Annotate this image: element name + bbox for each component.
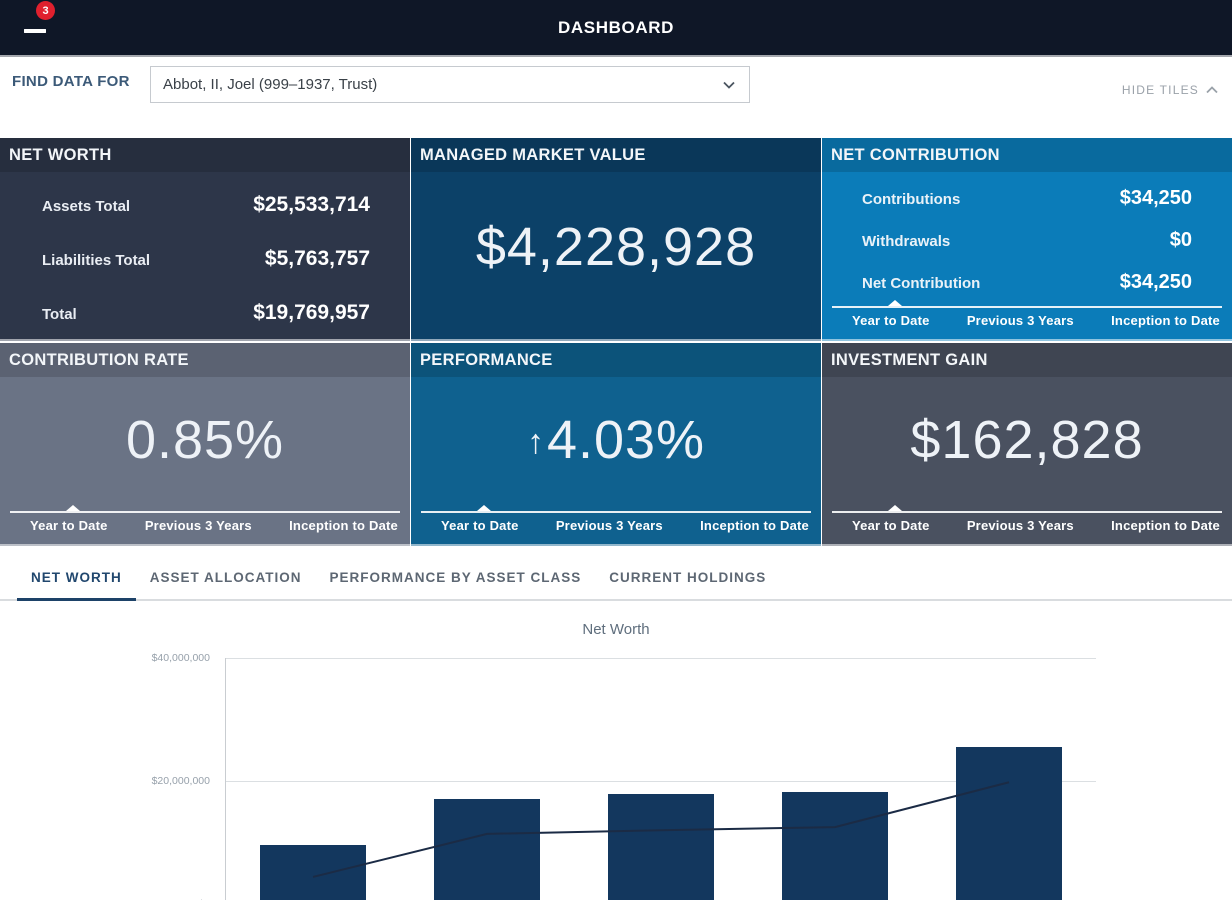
tile-net-contribution-title: NET CONTRIBUTION <box>822 138 1232 172</box>
row-value: $34,250 <box>1119 271 1192 293</box>
period-tab-inception-to-date[interactable]: Inception to Date <box>1111 313 1220 328</box>
period-tab-year-to-date[interactable]: Year to Date <box>852 313 930 328</box>
period-tab-previous-3-years[interactable]: Previous 3 Years <box>966 313 1074 328</box>
tile-net-contribution: NET CONTRIBUTION Contributions $34,250 W… <box>822 138 1232 341</box>
assets-total-row: Assets Total $25,533,714 <box>42 193 370 217</box>
row-label: Net Contribution <box>862 275 981 292</box>
row-label: Assets Total <box>42 198 131 215</box>
period-tab-bar: Year to Date Previous 3 Years Inception … <box>421 505 811 539</box>
period-tab-bar: Year to Date Previous 3 Years Inception … <box>832 505 1222 539</box>
tile-managed-market-value-title: MANAGED MARKET VALUE <box>411 138 821 172</box>
tab-current-holdings[interactable]: CURRENT HOLDINGS <box>609 570 767 585</box>
toolbar: FIND DATA FOR Abbot, II, Joel (999–1937,… <box>0 57 1232 138</box>
y-axis-tick-label: $20,000,000 <box>151 775 210 787</box>
gridline <box>226 781 1096 782</box>
active-period-indicator <box>888 300 902 306</box>
hide-tiles-label: HIDE TILES <box>1121 83 1199 97</box>
period-indicator-line <box>10 511 400 513</box>
y-axis-tick-label: $40,000,000 <box>151 652 210 664</box>
row-value: $34,250 <box>1119 187 1192 209</box>
chevron-down-icon <box>723 81 735 89</box>
bar <box>782 792 888 900</box>
bar <box>956 747 1062 900</box>
plot-area: $40,000,000 $20,000,000 $0 <box>152 652 1096 900</box>
app-bar: 3 DASHBOARD <box>0 0 1232 55</box>
tile-investment-gain-title: INVESTMENT GAIN <box>822 343 1232 377</box>
active-period-indicator <box>888 505 902 511</box>
entity-select[interactable]: Abbot, II, Joel (999–1937, Trust) <box>150 66 750 103</box>
chart-title: Net Worth <box>582 621 650 638</box>
section-tab-bar: NET WORTH ASSET ALLOCATION PERFORMANCE B… <box>0 547 1232 601</box>
notification-badge[interactable]: 3 <box>36 1 55 20</box>
hide-tiles-button[interactable]: HIDE TILES <box>1122 83 1218 97</box>
tile-net-worth-title: NET WORTH <box>0 138 410 172</box>
up-arrow-icon: ↑ <box>526 423 545 461</box>
active-period-indicator <box>66 505 80 511</box>
tile-managed-market-value: MANAGED MARKET VALUE $4,228,928 <box>411 138 821 341</box>
managed-market-value-amount: $4,228,928 <box>475 217 757 277</box>
gridline <box>226 658 1096 659</box>
tab-asset-allocation[interactable]: ASSET ALLOCATION <box>149 570 302 585</box>
bar <box>434 798 540 900</box>
performance-value: ↑4.03% <box>411 413 821 467</box>
period-tab-inception-to-date[interactable]: Inception to Date <box>700 518 809 533</box>
contributions-row: Contributions $34,250 <box>862 187 1192 210</box>
tile-investment-gain: INVESTMENT GAIN $162,828 Year to Date Pr… <box>822 343 1232 546</box>
performance-percent: 4.03% <box>546 410 706 470</box>
period-tab-bar: Year to Date Previous 3 Years Inception … <box>832 300 1222 334</box>
tab-performance-by-asset-class[interactable]: PERFORMANCE BY ASSET CLASS <box>329 570 582 585</box>
row-label: Contributions <box>862 191 961 208</box>
chart-section: Net Worth $40,000,000 $20,000,000 $0 <box>0 601 1232 900</box>
row-value: $5,763,757 <box>264 247 370 270</box>
row-label: Liabilities Total <box>42 252 151 269</box>
trend-line <box>312 781 1010 878</box>
row-value: $19,769,957 <box>253 301 370 324</box>
row-value: $25,533,714 <box>253 193 370 216</box>
tile-contribution-rate: CONTRIBUTION RATE 0.85% Year to Date Pre… <box>0 343 410 546</box>
tile-net-worth: NET WORTH Assets Total $25,533,714 Liabi… <box>0 138 410 341</box>
entity-select-value: Abbot, II, Joel (999–1937, Trust) <box>163 76 378 93</box>
tile-contribution-rate-title: CONTRIBUTION RATE <box>0 343 410 377</box>
total-row: Total $19,769,957 <box>42 301 370 325</box>
menu-icon-bar <box>24 29 46 33</box>
withdrawals-row: Withdrawals $0 <box>862 229 1192 252</box>
menu-icon[interactable] <box>24 15 48 37</box>
period-tab-inception-to-date[interactable]: Inception to Date <box>1111 518 1220 533</box>
period-tab-previous-3-years[interactable]: Previous 3 Years <box>555 518 663 533</box>
y-axis-tick-label: $0 <box>198 898 210 900</box>
tab-net-worth[interactable]: NET WORTH <box>17 570 136 601</box>
row-label: Withdrawals <box>862 233 951 250</box>
tile-performance-title: PERFORMANCE <box>411 343 821 377</box>
bar <box>608 793 714 900</box>
summary-tiles-grid: NET WORTH Assets Total $25,533,714 Liabi… <box>0 138 1232 548</box>
period-tab-inception-to-date[interactable]: Inception to Date <box>289 518 398 533</box>
bar <box>260 844 366 900</box>
tile-performance: PERFORMANCE ↑4.03% Year to Date Previous… <box>411 343 821 546</box>
chevron-up-icon <box>1206 86 1218 94</box>
row-label: Total <box>42 306 77 323</box>
liabilities-total-row: Liabilities Total $5,763,757 <box>42 247 370 271</box>
period-tab-previous-3-years[interactable]: Previous 3 Years <box>966 518 1074 533</box>
period-indicator-line <box>421 511 811 513</box>
active-period-indicator <box>477 505 491 511</box>
net-contribution-row: Net Contribution $34,250 <box>862 271 1192 294</box>
period-tab-year-to-date[interactable]: Year to Date <box>441 518 519 533</box>
period-indicator-line <box>832 511 1222 513</box>
row-value: $0 <box>1169 229 1192 251</box>
period-tab-year-to-date[interactable]: Year to Date <box>30 518 108 533</box>
contribution-rate-value: 0.85% <box>125 410 285 470</box>
period-tab-year-to-date[interactable]: Year to Date <box>852 518 930 533</box>
period-tab-bar: Year to Date Previous 3 Years Inception … <box>10 505 400 539</box>
find-data-for-label: FIND DATA FOR <box>12 73 130 90</box>
page-title: DASHBOARD <box>558 17 674 37</box>
period-tab-previous-3-years[interactable]: Previous 3 Years <box>144 518 252 533</box>
period-indicator-line <box>832 306 1222 308</box>
investment-gain-value: $162,828 <box>910 410 1144 470</box>
